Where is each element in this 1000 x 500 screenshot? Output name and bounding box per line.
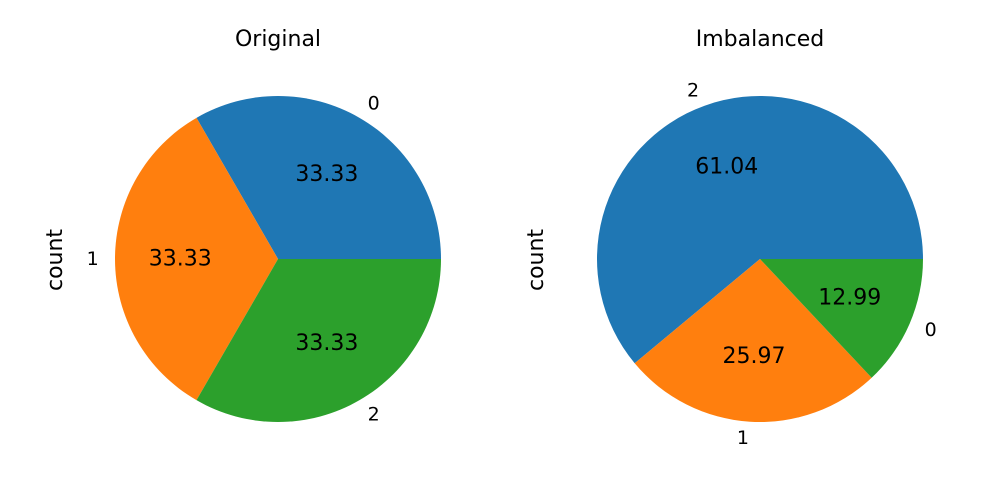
pie-labels: 61.04 2 25.97 1 12.99 0 <box>687 79 937 449</box>
pie-labels: 33.33 0 33.33 1 33.33 2 <box>87 93 380 426</box>
pie-slice-0 <box>196 96 441 259</box>
slice-value-label: 61.04 <box>695 155 758 180</box>
chart-title: Original <box>235 27 321 52</box>
slice-value-label: 33.33 <box>295 331 358 356</box>
slice-category-label: 0 <box>925 319 937 341</box>
pie-slices <box>596 96 923 422</box>
pie-slice-2 <box>596 96 923 364</box>
slice-category-label: 2 <box>687 79 699 101</box>
pie-chart-imbalanced: Imbalanced count 61.04 2 25.97 1 12.99 0 <box>524 27 937 449</box>
y-axis-label: count <box>524 229 549 291</box>
slice-category-label: 0 <box>368 93 380 115</box>
slice-category-label: 1 <box>737 427 749 449</box>
chart-title: Imbalanced <box>696 27 825 52</box>
pie-slices <box>115 96 441 422</box>
slice-value-label: 33.33 <box>149 247 212 272</box>
pie-slice-2 <box>196 259 441 422</box>
slice-value-label: 12.99 <box>818 285 881 310</box>
pie-chart-original: Original count 33.33 0 33.33 1 33.33 2 <box>43 27 441 425</box>
pie-slice-1 <box>115 117 279 401</box>
slice-category-label: 1 <box>87 248 99 270</box>
pie-slice-0 <box>760 259 923 378</box>
pie-slice-1 <box>634 259 872 422</box>
slice-value-label: 25.97 <box>723 344 786 369</box>
slice-value-label: 33.33 <box>295 162 358 187</box>
y-axis-label: count <box>43 229 68 291</box>
slice-category-label: 2 <box>368 403 380 425</box>
